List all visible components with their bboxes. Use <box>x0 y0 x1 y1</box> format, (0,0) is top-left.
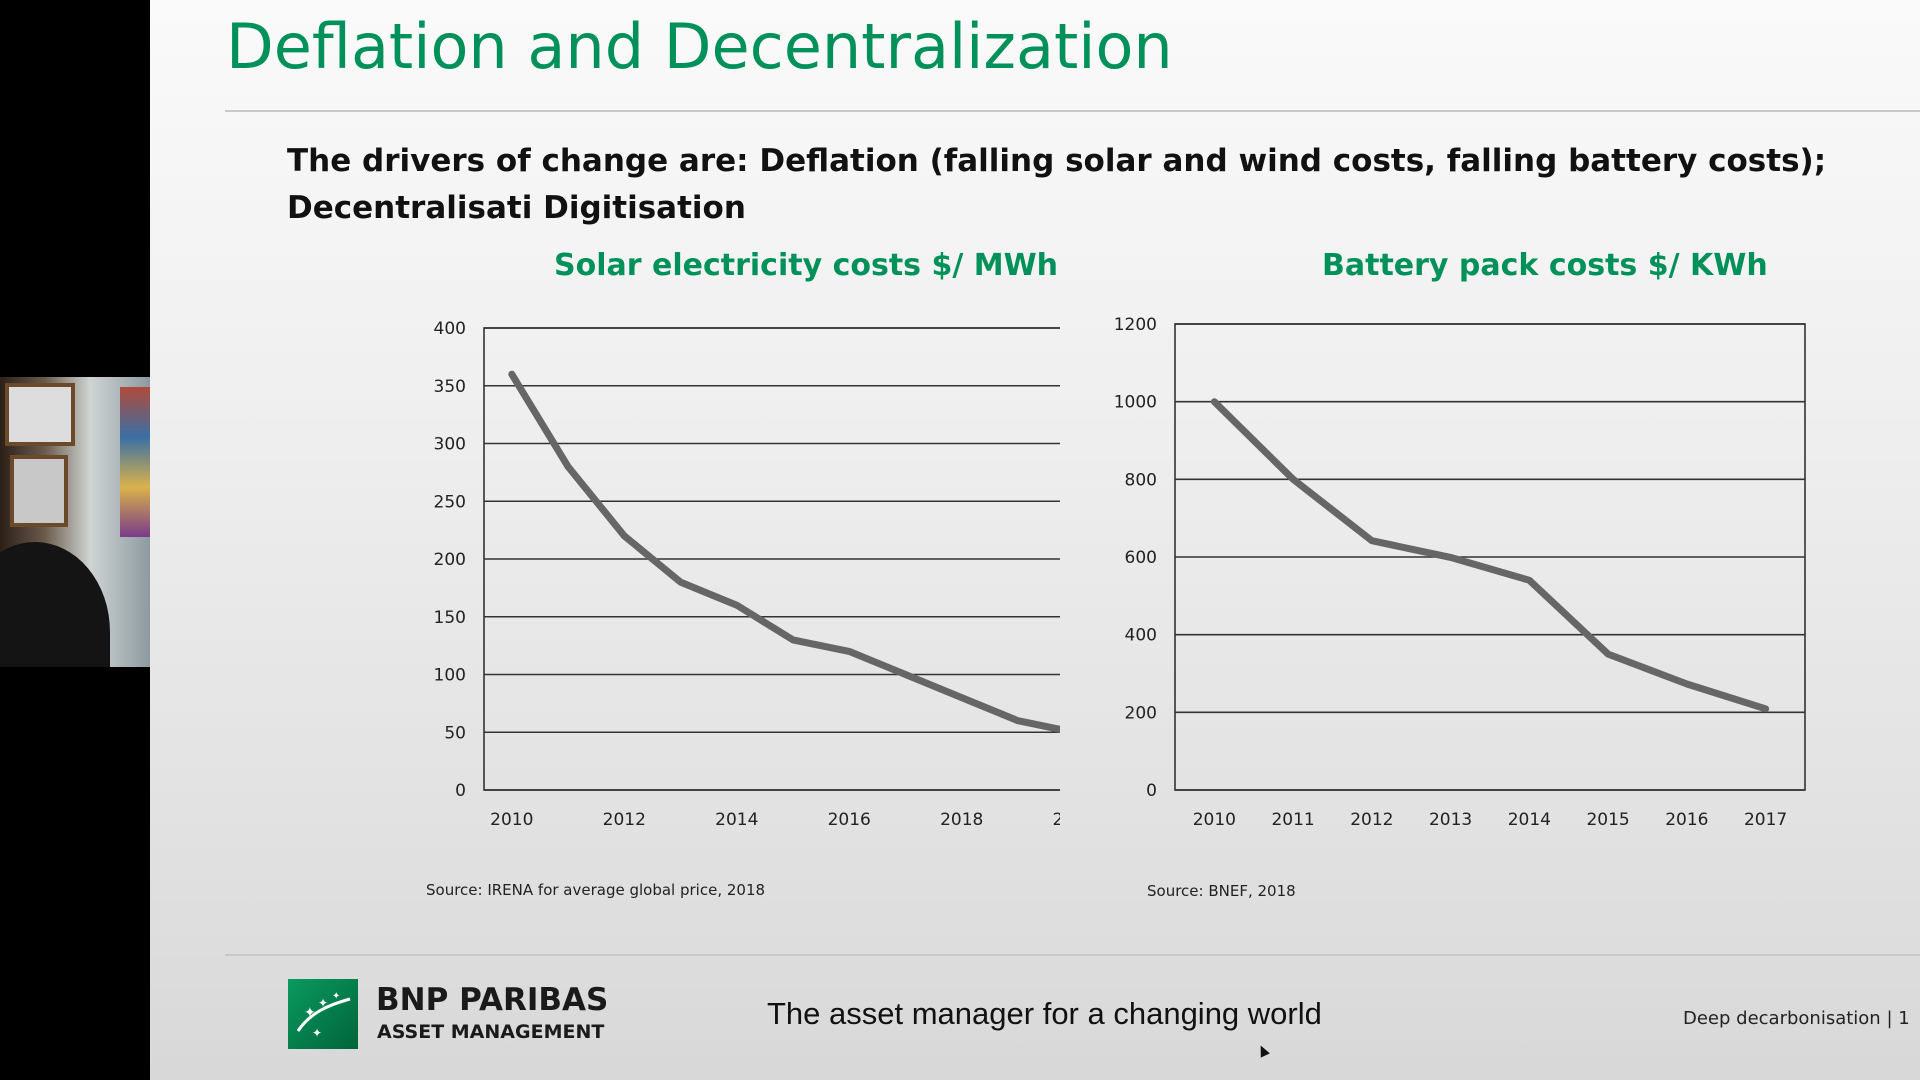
slide-footer-label: Deep decarbonisation | 1 <box>1683 1008 1910 1029</box>
solar-series-line <box>508 370 1060 733</box>
svg-text:✦: ✦ <box>304 1005 316 1021</box>
slide-tagline: The asset manager for a changing world <box>767 996 1322 1031</box>
battery-y-tick-label: 1200 <box>1114 315 1157 335</box>
battery-data-point <box>1213 401 1215 403</box>
solar-y-tick-label: 100 <box>434 666 466 686</box>
battery-x-tick-label: 2011 <box>1271 810 1314 830</box>
bookshelf <box>120 387 150 537</box>
slide-title: Deflation and Decentralization <box>226 10 1173 83</box>
solar-cost-chart: 0 50 100 150 200 250 300 350 400 2010 2012 2014 2016… <box>434 319 1060 830</box>
solar-y-tick-label: 150 <box>434 608 466 628</box>
battery-data-point <box>1765 708 1767 710</box>
solar-data-point <box>680 581 682 583</box>
battery-x-tick-label: 2015 <box>1586 810 1629 830</box>
solar-x-tick-label: 2010 <box>490 810 533 830</box>
footer-divider <box>225 954 1920 956</box>
solar-y-tick-label: 200 <box>434 550 466 570</box>
solar-x-tick-label: 2018 <box>940 810 983 830</box>
battery-data-point <box>1292 478 1294 480</box>
solar-data-point <box>792 639 794 641</box>
solar-plot-frame <box>483 327 1060 791</box>
battery-y-tick-label: 1000 <box>1114 393 1157 413</box>
battery-data-point <box>1528 579 1530 581</box>
svg-text:✦: ✦ <box>332 991 340 1002</box>
solar-chart-title: Solar electricity costs $/ MWh <box>554 248 1059 283</box>
solar-data-point <box>736 604 738 606</box>
solar-data-point <box>961 697 963 699</box>
battery-chart-source: Source: BNEF, 2018 <box>1147 882 1296 900</box>
slide-subtitle: The drivers of change are: Deflation (fa… <box>287 143 1827 226</box>
solar-chart-source: Source: IRENA for average global price, … <box>426 881 766 899</box>
solar-x-tick-label: 2014 <box>715 810 758 830</box>
battery-y-tick-label: 800 <box>1125 470 1157 490</box>
battery-series-line <box>1210 398 1770 713</box>
battery-y-tick-label: 600 <box>1125 548 1157 568</box>
svg-text:✦: ✦ <box>318 996 328 1010</box>
svg-text:✦: ✦ <box>312 1026 322 1040</box>
brand-name: BNP PARIBAS <box>376 982 609 1018</box>
solar-data-point <box>511 373 513 375</box>
solar-y-tick-label: 350 <box>434 377 466 397</box>
solar-y-tick-label: 50 <box>444 723 466 743</box>
battery-data-point <box>1607 653 1609 655</box>
solar-y-tick-label: 0 <box>455 781 466 801</box>
presentation-slide: Deflation and Decentralization The drive… <box>150 0 1920 1080</box>
battery-x-tick-label: 2010 <box>1193 810 1236 830</box>
bnp-stars-logo-icon: ✦ ✦ ✦ ✦ <box>288 979 358 1049</box>
battery-cost-chart: 0 200 400 600 800 1000 1200 2010 2011 2012 2013 201… <box>1114 315 1806 830</box>
webcam-feed <box>0 377 150 667</box>
solar-data-point <box>567 466 569 468</box>
battery-y-tick-label: 200 <box>1125 703 1157 723</box>
wall-picture <box>5 383 75 446</box>
battery-x-tick-label: 2012 <box>1350 810 1393 830</box>
battery-x-tick-label: 2016 <box>1665 810 1708 830</box>
battery-plot-frame <box>1174 323 1806 791</box>
battery-chart-title: Battery pack costs $/ KWh <box>1322 248 1768 283</box>
solar-y-tick-label: 300 <box>434 435 466 455</box>
battery-data-point <box>1371 540 1373 542</box>
battery-x-tick-label: 2017 <box>1744 810 1787 830</box>
wall-picture <box>10 455 68 527</box>
solar-x-tick-label: 2012 <box>603 810 646 830</box>
solar-y-tick-label: 400 <box>434 319 466 339</box>
battery-x-tick-label: 2013 <box>1429 810 1472 830</box>
solar-y-tick-label: 250 <box>434 492 466 512</box>
solar-data-point <box>1017 720 1019 722</box>
solar-data-point <box>904 674 906 675</box>
title-divider <box>225 110 1920 112</box>
battery-data-point <box>1686 683 1688 685</box>
battery-y-tick-label: 400 <box>1125 626 1157 646</box>
battery-data-point <box>1450 556 1452 558</box>
solar-x-tick-label: 2016 <box>828 810 871 830</box>
solar-data-point <box>623 535 625 537</box>
battery-y-tick-label: 0 <box>1146 781 1157 801</box>
solar-data-point <box>848 650 850 652</box>
speaker-silhouette <box>0 542 110 667</box>
brand-subname: ASSET MANAGEMENT <box>377 1021 605 1043</box>
battery-x-tick-label: 2014 <box>1508 810 1551 830</box>
